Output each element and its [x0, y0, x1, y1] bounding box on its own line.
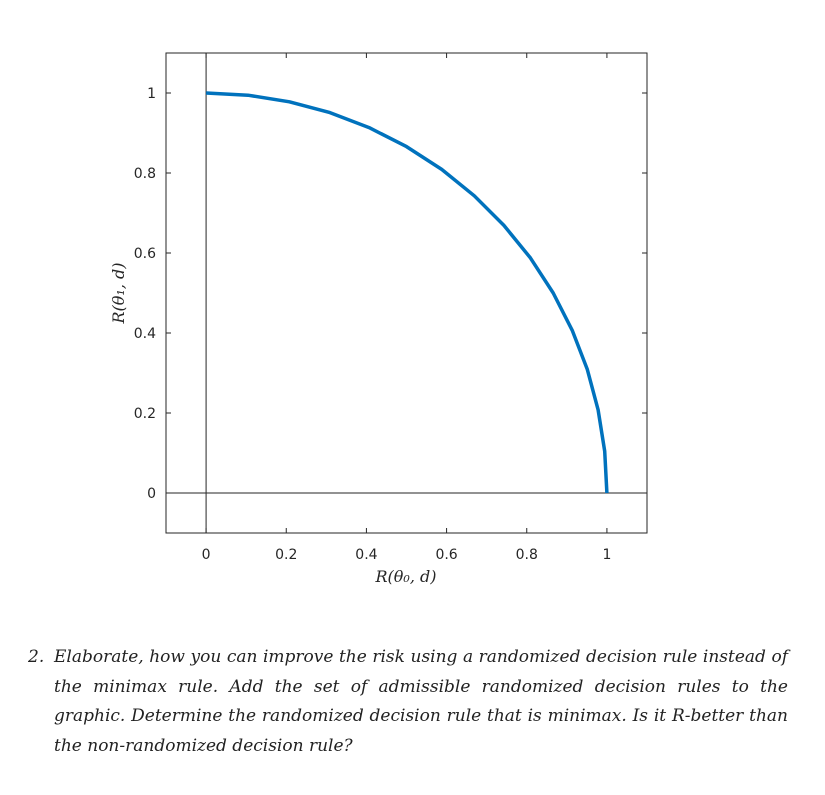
y-tick-label: 0.6 [134, 246, 156, 262]
reference-lines [166, 53, 647, 533]
question-number: 2. [28, 647, 45, 667]
x-tick-label: 0 [202, 547, 211, 563]
y-tick-label: 0 [147, 486, 156, 502]
y-tick-label: 1 [147, 86, 156, 102]
x-axis-title: R(θ₀, d) [375, 567, 437, 586]
y-tick-label: 0.2 [134, 406, 156, 422]
x-tick-label: 0.6 [435, 547, 457, 563]
y-tick-label: 0.8 [134, 166, 156, 182]
tick-labels: 0 0.2 0.4 0.6 0.8 1 0 0.2 0.4 0.6 0.8 1 [134, 86, 612, 563]
plot-area [165, 52, 648, 534]
x-tick-label: 0.2 [275, 547, 297, 563]
data-series [206, 91, 609, 494]
risk-set-chart: 0 0.2 0.4 0.6 0.8 1 0 0.2 0.4 0.6 0.8 1 R(θ₀, d) R(… [109, 52, 648, 586]
y-tick-label: 0.4 [134, 326, 156, 342]
question-text: Elaborate, how you can improve the risk … [54, 647, 788, 756]
risk-curve [206, 91, 609, 494]
x-tick-label: 1 [602, 547, 611, 563]
y-axis-title: R(θ₁, d) [109, 263, 128, 325]
x-tick-label: 0.8 [516, 547, 538, 563]
x-tick-label: 0.4 [355, 547, 377, 563]
question-block: 2. Elaborate, how you can improve the ri… [28, 643, 788, 761]
